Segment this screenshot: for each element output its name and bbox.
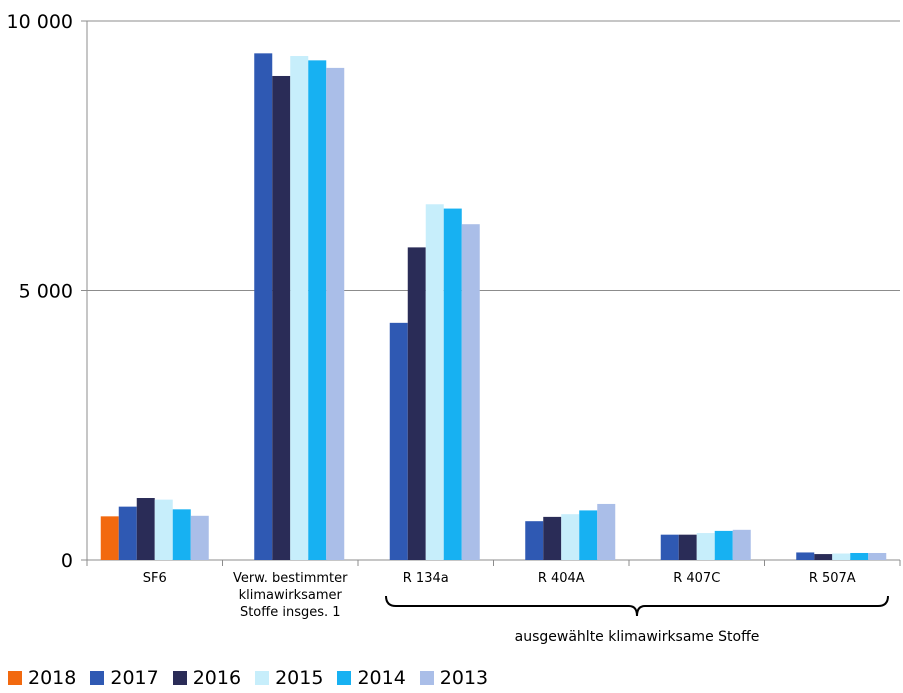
legend-swatch <box>90 671 105 685</box>
x-tick-label: R 407C <box>673 571 720 586</box>
legend: 2018 2017 2016 2015 2014 2013 <box>8 667 502 689</box>
legend-label: 2015 <box>275 667 324 689</box>
bar <box>796 552 815 560</box>
legend-label: 2014 <box>357 667 406 689</box>
bar <box>389 322 408 560</box>
bar <box>597 503 616 560</box>
legend-item: 2016 <box>172 667 242 689</box>
legend-item: 2017 <box>90 667 159 689</box>
x-tick-label: R 134a <box>403 571 449 586</box>
bar <box>660 534 679 560</box>
bar <box>407 247 426 560</box>
brace-label: ausgewählte klimawirksame Stoffe <box>515 629 760 645</box>
bar <box>443 208 462 560</box>
legend-label: 2016 <box>192 667 242 689</box>
bar <box>154 499 173 560</box>
bar <box>561 514 580 560</box>
x-tick-label: SF6 <box>143 571 167 586</box>
bar <box>290 56 309 560</box>
bar <box>461 224 480 560</box>
bar <box>832 553 851 560</box>
legend-item: 2015 <box>255 667 323 689</box>
bar <box>172 509 191 560</box>
bar <box>100 516 119 560</box>
legend-label: 2013 <box>439 667 489 689</box>
bar <box>136 498 155 560</box>
y-tick-label: 0 <box>61 550 73 572</box>
legend-swatch <box>419 671 434 685</box>
x-tick-label: Stoffe insges. 1 <box>240 605 341 620</box>
bar <box>190 515 209 560</box>
y-tick-label: 5 000 <box>19 281 73 303</box>
legend-item: 2014 <box>337 667 406 689</box>
bar <box>543 516 562 560</box>
legend-swatch <box>8 671 22 685</box>
curly-brace <box>385 595 889 617</box>
legend-swatch <box>337 671 352 685</box>
bar <box>326 67 345 560</box>
legend-label: 2017 <box>110 667 159 689</box>
legend-item: 2018 <box>8 667 76 689</box>
legend-swatch <box>172 671 187 685</box>
bar <box>425 204 444 560</box>
legend-swatch <box>255 671 270 685</box>
legend-label: 2018 <box>28 667 77 689</box>
x-tick-label: Verw. bestimmter <box>233 571 348 586</box>
bar <box>714 530 733 560</box>
bar <box>118 506 137 560</box>
bar <box>850 552 869 560</box>
bar <box>254 53 273 561</box>
x-tick-label: R 404A <box>538 571 585 586</box>
bar <box>732 529 751 560</box>
bar <box>868 552 887 560</box>
legend-item: 2013 <box>419 667 489 689</box>
bar <box>814 554 833 560</box>
bar <box>308 60 327 561</box>
x-tick-label: R 507A <box>809 571 856 586</box>
bar <box>678 534 697 560</box>
x-tick-label: klimawirksamer <box>239 588 343 603</box>
y-tick-label: 10 000 <box>7 11 73 33</box>
bar <box>525 521 544 560</box>
bar <box>579 510 598 560</box>
bar <box>696 533 715 560</box>
bar <box>272 75 291 560</box>
